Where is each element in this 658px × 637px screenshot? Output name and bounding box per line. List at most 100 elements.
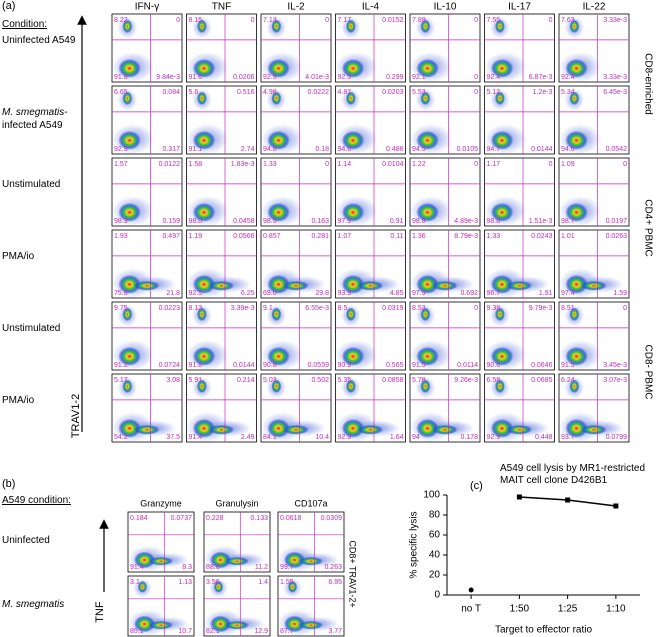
quadrant-value: 1.91 bbox=[539, 290, 553, 297]
quadrant-value: 6.24 bbox=[561, 377, 575, 384]
quadrant-value: 98.5 bbox=[263, 218, 277, 225]
cell-population bbox=[490, 202, 514, 222]
cell-population bbox=[357, 425, 384, 435]
quadrant-value: 91.4 bbox=[130, 564, 144, 571]
cell-population bbox=[283, 551, 306, 569]
quadrant-value: 91.8 bbox=[114, 74, 128, 81]
quadrant-value: 0.317 bbox=[162, 146, 180, 153]
quadrant-value: 8.51 bbox=[561, 305, 575, 312]
quadrant-value: 0.0309 bbox=[321, 515, 343, 522]
x-tick-label: 1:50 bbox=[510, 604, 530, 615]
quadrant-value: 37.5 bbox=[166, 434, 180, 441]
quadrant-value: 0 bbox=[325, 17, 329, 24]
quadrant-value: 11.2 bbox=[255, 564, 268, 571]
cell-population bbox=[565, 58, 588, 78]
cell-population bbox=[137, 580, 148, 593]
quadrant-value: 1.93 bbox=[114, 233, 128, 240]
quadrant-value: 85.1 bbox=[130, 628, 144, 635]
quadrant-value: 29.8 bbox=[315, 290, 329, 297]
quadrant-value: 91.1 bbox=[189, 146, 203, 153]
cell-population bbox=[271, 307, 282, 322]
quadrant-value: 91.4 bbox=[189, 434, 203, 441]
cell-population bbox=[118, 58, 141, 78]
populations bbox=[186, 268, 251, 299]
point bbox=[613, 503, 619, 509]
cell-population bbox=[569, 91, 580, 106]
quadrant-value: 0.486 bbox=[386, 146, 404, 153]
quadrant-value: 92.9 bbox=[338, 434, 352, 441]
quadrant-value: 8.22 bbox=[114, 17, 128, 24]
quadrant-value: 0.0646 bbox=[531, 362, 553, 369]
populations bbox=[204, 545, 265, 572]
quadrant-value: 0.0144 bbox=[233, 362, 255, 369]
column-header: TNF bbox=[212, 2, 231, 13]
quadrant-value: 3.08 bbox=[166, 377, 180, 384]
cell-population bbox=[569, 379, 580, 394]
quadrant-value: 0 bbox=[549, 161, 553, 168]
populations bbox=[261, 88, 303, 154]
quadrant-value: 5.03 bbox=[263, 377, 277, 384]
cell-population bbox=[209, 551, 232, 569]
quadrant-value: 90.9 bbox=[338, 362, 352, 369]
column-header: Granzyme bbox=[140, 498, 182, 508]
quadrant-value: 0.0223 bbox=[159, 305, 181, 312]
panel-label: (b) bbox=[2, 478, 16, 490]
populations bbox=[410, 304, 452, 371]
quadrant-value: 94.7 bbox=[487, 146, 501, 153]
quadrant-value: 84.1 bbox=[263, 434, 277, 441]
quadrant-value: 90.6 bbox=[487, 362, 501, 369]
quadrant-value: 54.2 bbox=[114, 434, 128, 441]
quadrant-value: 8.5 bbox=[338, 305, 348, 312]
condition-heading: Condition: bbox=[2, 19, 48, 30]
quadrant-value: 0 bbox=[623, 305, 627, 312]
quadrant-value: 1.22 bbox=[412, 161, 426, 168]
quadrant-value: 3.77 bbox=[328, 628, 342, 635]
quadrant-value: 0.0152 bbox=[382, 17, 404, 24]
x-tick-label: 1:25 bbox=[558, 604, 578, 615]
quadrant-value: 1.2e-3 bbox=[533, 89, 553, 96]
quadrant-value: 0.0724 bbox=[159, 362, 181, 369]
cell-population bbox=[346, 379, 356, 394]
quadrant-value: 4.01e-3 bbox=[305, 74, 329, 81]
populations bbox=[112, 16, 154, 82]
populations bbox=[335, 268, 400, 299]
cell-population bbox=[133, 615, 156, 633]
cell-population bbox=[267, 130, 290, 150]
row-label: M. smegmatis bbox=[2, 598, 92, 611]
column-header: Granulysin bbox=[215, 498, 258, 508]
quadrant-value: 0.0319 bbox=[382, 305, 404, 312]
quadrant-value: 0.18 bbox=[315, 146, 329, 153]
cell-population bbox=[346, 307, 356, 322]
quadrant-value: 92.5 bbox=[189, 290, 203, 297]
cell-population bbox=[213, 580, 224, 593]
cell-population bbox=[197, 379, 207, 394]
cell-population bbox=[192, 58, 216, 78]
cell-population bbox=[197, 91, 207, 106]
quadrant-value: 3.33e-3 bbox=[603, 74, 627, 81]
label-part: PMA/io bbox=[2, 251, 35, 262]
populations bbox=[484, 196, 527, 226]
cell-population bbox=[267, 202, 290, 222]
quadrant-value: 93.7 bbox=[561, 434, 575, 441]
quadrant-value: 1.01 bbox=[561, 233, 575, 240]
quadrant-value: 92.4 bbox=[561, 74, 575, 81]
quadrant-value: 0.857 bbox=[263, 233, 281, 240]
row-label: Uninfected A549 bbox=[2, 34, 82, 47]
quadrant-value: 0.0542 bbox=[606, 146, 628, 153]
quadrant-value: 91.6 bbox=[189, 74, 203, 81]
quadrant-value: 0.0618 bbox=[280, 515, 302, 522]
quadrant-value: 5.6 bbox=[189, 89, 199, 96]
quadrant-value: 94.6 bbox=[338, 146, 352, 153]
column-header: IL-10 bbox=[434, 2, 457, 13]
populations bbox=[410, 16, 452, 82]
y-axis-label: TRAV1-2 bbox=[70, 394, 82, 438]
y-axis-label: TNF bbox=[94, 601, 106, 623]
cell-population bbox=[118, 130, 141, 150]
quadrant-value: 0 bbox=[549, 17, 553, 24]
quadrant-value: 0 bbox=[251, 17, 255, 24]
label-part: M. smegmatis bbox=[2, 107, 65, 118]
cell-population bbox=[192, 130, 216, 150]
cell-population bbox=[225, 621, 249, 630]
